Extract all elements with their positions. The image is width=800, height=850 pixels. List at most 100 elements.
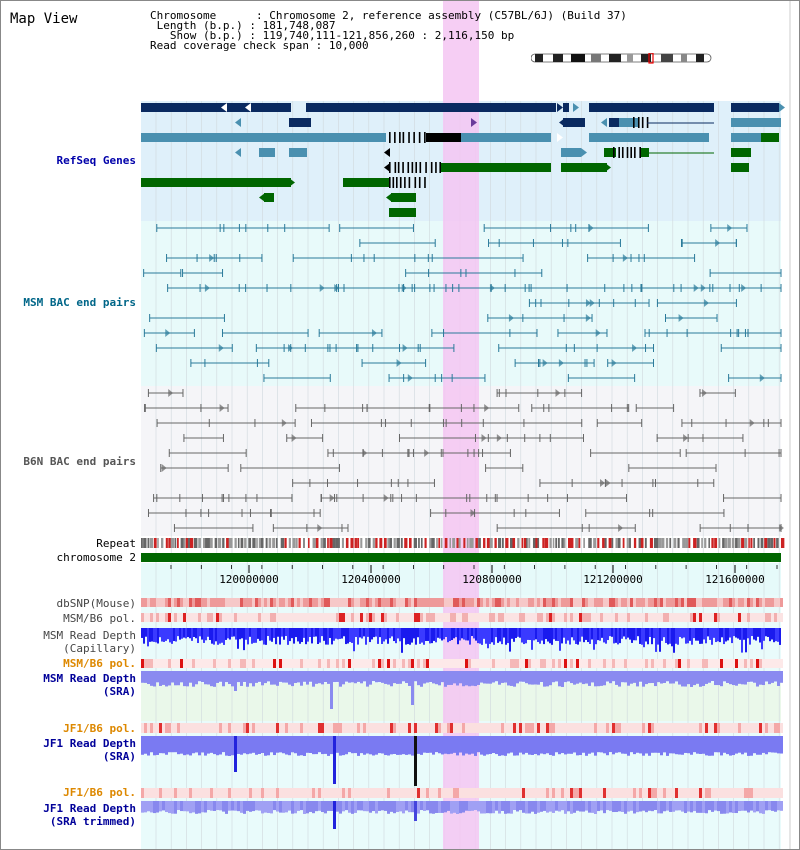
- msm-b6-pol-cell: [516, 613, 519, 622]
- dbsnp-cell: [567, 598, 570, 607]
- track-label-msm-depth-capillary[interactable]: MSM Read Depth (Capillary): [5, 629, 136, 655]
- msm-b6-pol2-cell: [600, 659, 603, 668]
- jf1-sra-depth-bar: [348, 736, 351, 753]
- track-label-msm-b6-pol-2[interactable]: MSM/B6 pol.: [63, 657, 136, 670]
- b6n-bac-pair-arrow: [362, 449, 368, 457]
- msm-b6-pol2-cell: [693, 659, 696, 668]
- repeat-element: [408, 538, 412, 548]
- dbsnp-cell: [174, 598, 177, 607]
- msm-b6-pol2-cell: [273, 659, 276, 668]
- gene-exon: [439, 162, 442, 173]
- jf1-b6-pol2-cell: [468, 788, 471, 798]
- msm-sra-depth-bar: [687, 671, 690, 685]
- msm-b6-pol2-cell: [594, 659, 597, 668]
- track-label-jf1-b6-pol[interactable]: JF1/B6 pol.: [63, 722, 136, 735]
- b6n-bac-pair-arrow: [168, 389, 174, 397]
- track-label-dbsnp[interactable]: dbSNP(Mouse): [56, 597, 136, 610]
- jf1-sra-depth-bar: [417, 736, 420, 754]
- chromosome-ideogram[interactable]: [531, 53, 715, 65]
- dbsnp-cell: [771, 598, 774, 607]
- repeat-element: [230, 538, 233, 548]
- repeat-element: [727, 538, 731, 548]
- msm-capillary-depth-bar: [233, 628, 235, 637]
- msm-b6-pol2-cell: [486, 659, 489, 668]
- msm-b6-pol-cell: [147, 613, 150, 622]
- track-label-msm-b6-pol[interactable]: MSM/B6 pol.: [63, 612, 136, 625]
- msm-sra-depth-bar: [462, 671, 465, 687]
- repeat-element: [193, 538, 198, 548]
- jf1-b6-pol2-cell: [687, 788, 690, 798]
- msm-b6-pol-cell: [501, 613, 504, 622]
- jf1-sra-depth-bar: [270, 736, 273, 753]
- repeat-element: [187, 538, 192, 548]
- track-label-b6n-bac[interactable]: B6N BAC end pairs: [23, 455, 136, 468]
- jf1-b6-pol-cell: [192, 723, 195, 733]
- track-label-msm-depth-sra[interactable]: MSM Read Depth (SRA): [5, 672, 136, 698]
- jf1-b6-pol-cell: [189, 723, 192, 733]
- msm-sra-depth-bar: [279, 671, 282, 682]
- track-label-chromosome[interactable]: chromosome 2: [56, 551, 136, 564]
- repeat-element: [360, 538, 363, 548]
- jf1-b6-pol-cell: [525, 723, 528, 733]
- dbsnp-cell: [378, 598, 381, 607]
- msm-capillary-depth-bar: [689, 628, 691, 641]
- jf1-b6-pol-cell: [708, 723, 711, 733]
- jf1-b6-pol-cell: [768, 723, 771, 733]
- track-label-jf1-b6-pol-2[interactable]: JF1/B6 pol.: [63, 786, 136, 799]
- jf1-trimmed-depth-bar: [393, 801, 396, 814]
- msm-capillary-depth-bar: [763, 628, 765, 641]
- jf1-sra-depth-bar: [696, 736, 699, 754]
- length-label: Length (b.p.): [156, 19, 243, 32]
- jf1-trimmed-depth-bar: [189, 801, 192, 814]
- gene-feature: [289, 148, 307, 157]
- repeat-element: [153, 538, 157, 548]
- jf1-b6-pol-cell: [231, 723, 234, 733]
- msm-b6-pol2-cell: [330, 659, 333, 668]
- track-label-jf1-depth-trimmed[interactable]: JF1 Read Depth (SRA trimmed): [5, 802, 136, 828]
- jf1-b6-pol2-cell: [162, 788, 165, 798]
- b6n-bac-pair-arrow: [683, 434, 689, 442]
- jf1-b6-pol-cell: [384, 723, 387, 733]
- msm-sra-depth-bar: [420, 671, 423, 687]
- jf1-sra-depth-bar: [237, 736, 240, 754]
- jf1-b6-pol-cell: [639, 723, 642, 733]
- msm-b6-pol-cell: [579, 613, 582, 622]
- jf1-b6-pol2-cell: [222, 788, 225, 798]
- jf1-sra-depth-bar: [579, 736, 582, 756]
- dbsnp-cell: [432, 598, 435, 607]
- dbsnp-cell: [216, 598, 219, 607]
- dbsnp-cell: [639, 598, 642, 607]
- msm-b6-pol2-cell: [624, 659, 627, 668]
- jf1-sra-depth-bar: [513, 736, 516, 756]
- msm-capillary-depth-bar: [265, 628, 267, 645]
- msm-capillary-depth-bar: [777, 628, 779, 642]
- track-label-refseq[interactable]: RefSeq Genes: [56, 154, 136, 167]
- jf1-trimmed-depth-bar: [642, 801, 645, 811]
- msm-capillary-depth-bar: [531, 628, 533, 650]
- msm-sra-depth-bar: [750, 671, 753, 682]
- msm-sra-depth-bar: [492, 671, 495, 683]
- b6n-bac-pair-arrow: [778, 524, 784, 532]
- gene-exon: [418, 132, 421, 143]
- msm-sra-depth-bar: [645, 671, 648, 685]
- track-label-jf1-depth-sra[interactable]: JF1 Read Depth (SRA): [5, 737, 136, 763]
- msm-b6-pol-cell: [495, 613, 498, 622]
- dbsnp-cell: [354, 598, 357, 607]
- jf1-b6-pol-cell: [144, 723, 147, 733]
- repeat-element: [626, 538, 629, 548]
- dbsnp-cell: [654, 598, 657, 607]
- msm-capillary-depth-bar: [267, 628, 269, 637]
- jf1-b6-pol-cell: [399, 723, 402, 733]
- jf1-sra-depth-bar: [567, 736, 570, 754]
- jf1-b6-pol2-cell: [567, 788, 570, 798]
- msm-b6-pol-cell: [387, 613, 390, 622]
- gene-exon: [402, 162, 404, 173]
- jf1-sra-depth-bar: [462, 736, 465, 756]
- track-label-msm-bac[interactable]: MSM BAC end pairs: [23, 296, 136, 309]
- msm-capillary-depth-bar: [457, 628, 459, 645]
- track-label-repeat[interactable]: Repeat: [96, 537, 136, 550]
- dbsnp-cell: [198, 598, 201, 607]
- msm-b6-pol-cell: [462, 613, 465, 622]
- jf1-b6-pol-cell: [762, 723, 765, 733]
